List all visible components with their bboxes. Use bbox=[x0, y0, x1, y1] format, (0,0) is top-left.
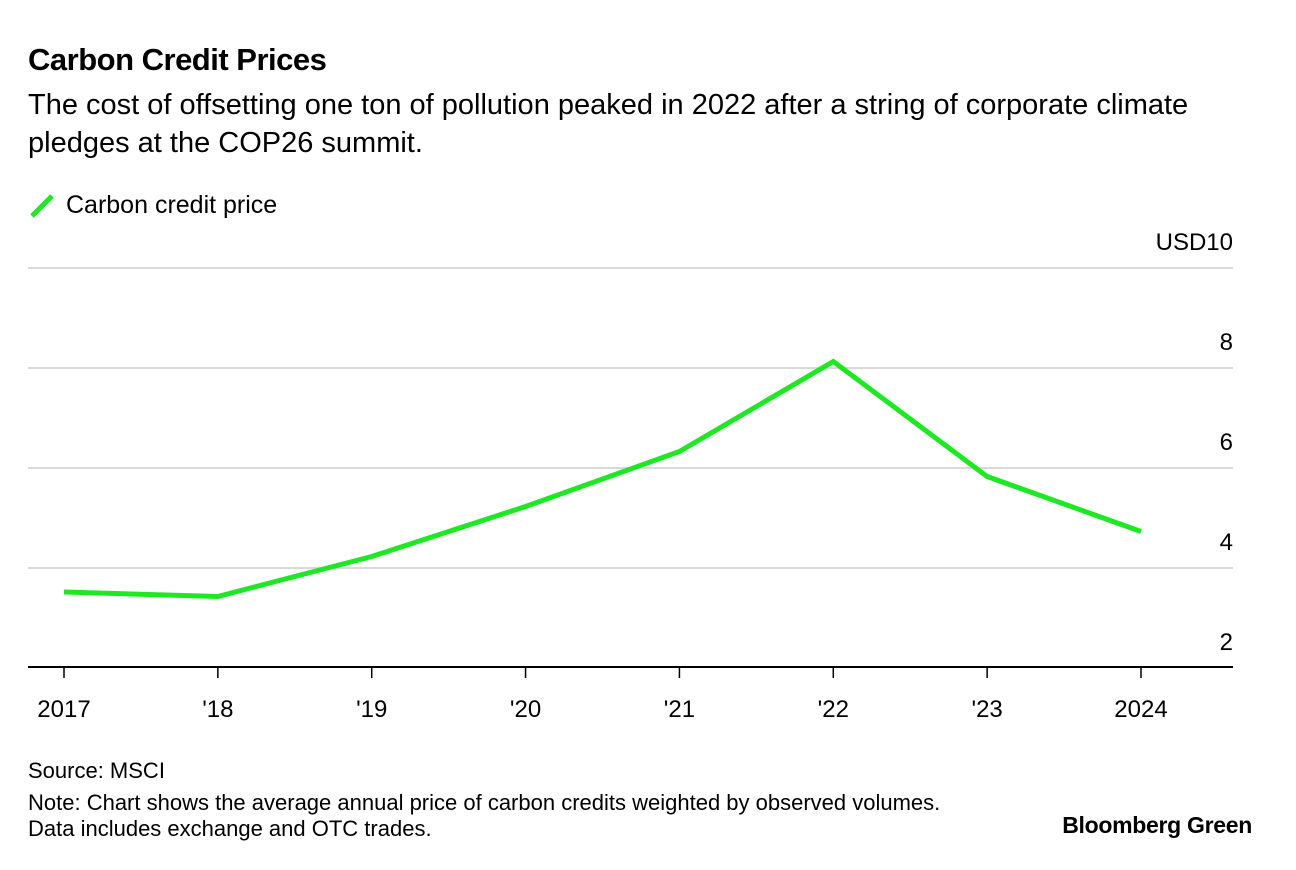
y-tick-label: 4 bbox=[1220, 529, 1233, 556]
brand-logo: Bloomberg Green bbox=[1062, 812, 1252, 838]
x-tick-label: '21 bbox=[664, 696, 695, 723]
x-tick-label: '19 bbox=[356, 696, 387, 723]
x-tick-label: '20 bbox=[510, 696, 541, 723]
chart-note: Note: Chart shows the average annual pri… bbox=[28, 790, 941, 841]
x-tick-label: 2017 bbox=[37, 696, 90, 723]
x-tick-label: '23 bbox=[972, 696, 1003, 723]
line-chart: 2 4 6 8 USD10 2017 '18 '19 '20 '21 '22 '23 2024 bbox=[28, 229, 1233, 723]
series-line bbox=[63, 358, 1142, 600]
y-tick-label: USD10 bbox=[1156, 229, 1233, 256]
x-tick-label: '18 bbox=[202, 696, 233, 723]
legend: Carbon credit price bbox=[28, 190, 277, 220]
chart-subtitle: The cost of offsetting one ton of pollut… bbox=[28, 89, 1189, 159]
x-tick-label: '22 bbox=[818, 696, 849, 723]
y-tick-label: 8 bbox=[1220, 329, 1233, 356]
y-tick-label: 2 bbox=[1220, 629, 1233, 656]
source-note: Source: MSCI bbox=[28, 758, 165, 783]
chart-title: Carbon Credit Prices bbox=[28, 42, 327, 77]
legend-line-icon bbox=[30, 194, 54, 218]
x-tick-label: 2024 bbox=[1114, 696, 1167, 723]
y-tick-label: 6 bbox=[1220, 429, 1233, 456]
legend-label: Carbon credit price bbox=[66, 190, 278, 219]
